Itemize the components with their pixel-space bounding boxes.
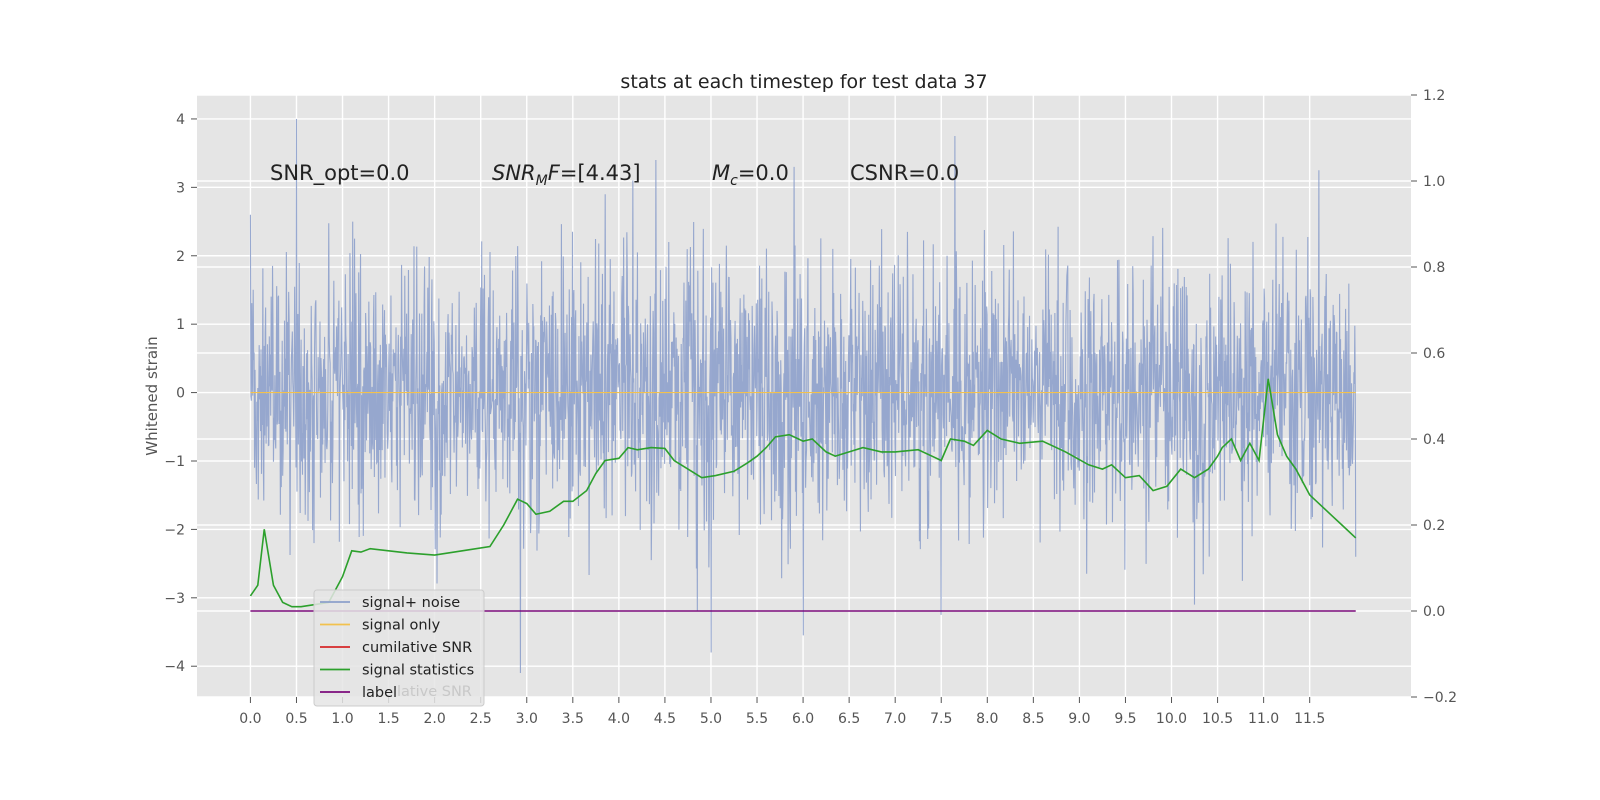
left-y-axis: 4 3 2 1 0 −1 −2 −3 −4 (164, 112, 197, 675)
annotation-csnr: CSNR=0.0 (850, 161, 959, 185)
x-tick-label: 5.5 (746, 711, 768, 727)
y-tick-label-left: 3 (176, 180, 185, 196)
x-tick-label: 4.5 (654, 711, 676, 727)
annotation-mc: Mc=0.0 (712, 161, 789, 189)
y-tick-label-left: 1 (176, 317, 185, 333)
y-tick-label-right: −0.2 (1423, 690, 1457, 706)
y-tick-label-right: 0.6 (1423, 346, 1445, 362)
x-tick-label: 9.0 (1068, 711, 1090, 727)
legend-label: signal only (362, 618, 441, 634)
chart-title: stats at each timestep for test data 37 (620, 71, 987, 93)
signal-noise-line (249, 118, 1357, 674)
x-tick-label: 6.0 (792, 711, 814, 727)
x-tick-label: 8.0 (976, 711, 998, 727)
legend-ghost-text: lative SNR (397, 684, 472, 700)
y-tick-label-left: 4 (176, 112, 185, 128)
y-tick-label-left: −1 (164, 454, 185, 470)
x-tick-label: 6.5 (838, 711, 860, 727)
x-tick-label: 7.5 (930, 711, 952, 727)
annotation-snr-mf: SNRMF=[4.43] (492, 161, 641, 189)
y-axis-label-left: Whitened strain (143, 336, 161, 455)
y-tick-label-left: 2 (176, 249, 185, 265)
signal-statistics-line (249, 378, 1357, 608)
x-tick-label: 2.5 (470, 711, 492, 727)
y-tick-label-right: 1.0 (1423, 174, 1445, 190)
legend-label: signal statistics (362, 663, 474, 679)
y-tick-label-left: −4 (164, 659, 185, 675)
x-tick-label: 11.5 (1294, 711, 1325, 727)
legend-label: signal+ noise (362, 595, 460, 611)
x-tick-label: 1.5 (377, 711, 399, 727)
x-tick-label: 3.5 (562, 711, 584, 727)
x-tick-label: 5.0 (700, 711, 722, 727)
x-tick-label: 4.0 (608, 711, 630, 727)
x-tick-label: 9.5 (1114, 711, 1136, 727)
x-tick-label: 8.5 (1022, 711, 1044, 727)
x-tick-label: 2.0 (424, 711, 446, 727)
signal-noise-series (249, 118, 1357, 674)
x-tick-label: 7.0 (884, 711, 906, 727)
y-tick-label-right: 1.2 (1423, 88, 1445, 104)
x-tick-label: 11.0 (1248, 711, 1279, 727)
x-axis: 0.0 0.5 1.0 1.5 2.0 2.5 3.0 3.5 4.0 4.5 5.0 5.5 6.0 6… (239, 697, 1325, 727)
y-tick-label-left: 0 (176, 386, 185, 402)
legend-box (313, 589, 485, 707)
annotation-snr-opt: SNR_opt=0.0 (270, 161, 410, 186)
x-tick-label: 10.5 (1202, 711, 1233, 727)
y-tick-label-right: 0.0 (1423, 604, 1445, 620)
x-tick-label: 0.0 (239, 711, 261, 727)
x-tick-label: 0.5 (285, 711, 307, 727)
x-tick-label: 3.0 (516, 711, 538, 727)
y-tick-label-left: −2 (164, 522, 185, 538)
legend: lative SNR signal+ noise signal only cumila… (313, 589, 485, 707)
right-y-axis: 1.2 1.0 0.8 0.6 0.4 0.2 0.0 −0.2 (1411, 88, 1457, 706)
x-tick-label: 1.0 (331, 711, 353, 727)
legend-label: label (362, 685, 397, 701)
y-tick-label-right: 0.8 (1423, 260, 1445, 276)
y-tick-label-right: 0.2 (1423, 518, 1445, 534)
legend-label: cumilative SNR (362, 640, 472, 656)
x-tick-label: 10.0 (1156, 711, 1187, 727)
y-tick-label-right: 0.4 (1423, 432, 1445, 448)
y-tick-label-left: −3 (164, 591, 185, 607)
